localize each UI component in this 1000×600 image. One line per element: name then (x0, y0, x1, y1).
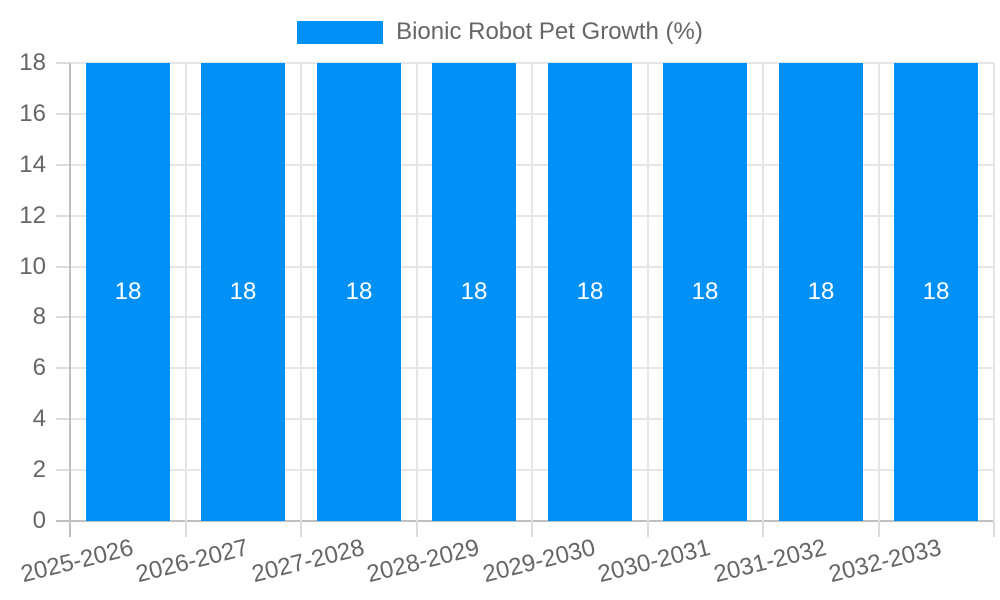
bar[interactable]: 18 (894, 63, 978, 521)
legend-item[interactable]: Bionic Robot Pet Growth (%) (0, 18, 1000, 46)
y-tick-mark (56, 164, 70, 166)
gridline-x (531, 63, 533, 521)
gridline-x (762, 63, 764, 521)
y-tick-label: 16 (19, 100, 46, 127)
gridline-x (647, 63, 649, 521)
y-tick-label: 0 (32, 507, 46, 534)
x-tick-label: 2032-2033 (826, 534, 945, 589)
bar-value-label: 18 (576, 278, 604, 305)
bar[interactable]: 18 (86, 63, 170, 521)
y-axis-line (69, 63, 71, 521)
gridline-x (185, 63, 187, 521)
bar-value-label: 18 (922, 278, 950, 305)
y-tick-mark (56, 367, 70, 369)
legend-label: Bionic Robot Pet Growth (%) (396, 18, 703, 45)
bar-value-label: 18 (229, 278, 257, 305)
bar[interactable]: 18 (432, 63, 516, 521)
bar-value-label: 18 (460, 278, 488, 305)
x-tick-label: 2030-2031 (595, 534, 714, 589)
x-tick-mark (416, 521, 418, 537)
bar-value-label: 18 (114, 278, 142, 305)
y-tick-label: 18 (19, 49, 46, 76)
x-tick-mark (647, 521, 649, 537)
bar-value-label: 18 (691, 278, 719, 305)
bar[interactable]: 18 (201, 63, 285, 521)
y-tick-label: 4 (32, 405, 46, 432)
y-tick-label: 12 (19, 202, 46, 229)
y-tick-mark (56, 266, 70, 268)
x-tick-mark (993, 521, 995, 537)
gridline-x (300, 63, 302, 521)
legend-swatch-icon (297, 20, 384, 44)
bar[interactable]: 18 (548, 63, 632, 521)
bar-value-label: 18 (807, 278, 835, 305)
x-tick-mark (69, 521, 71, 537)
y-tick-label: 6 (32, 354, 46, 381)
y-tick-mark (56, 113, 70, 115)
y-tick-mark (56, 215, 70, 217)
y-tick-label: 14 (19, 151, 46, 178)
x-tick-mark (185, 521, 187, 537)
gridline-x (993, 63, 995, 521)
x-tick-mark (300, 521, 302, 537)
x-tick-label: 2025-2026 (18, 534, 137, 589)
y-tick-label: 2 (32, 456, 46, 483)
bar-value-label: 18 (345, 278, 373, 305)
y-tick-mark (56, 418, 70, 420)
y-tick-label: 10 (19, 253, 46, 280)
x-tick-label: 2027-2028 (249, 534, 368, 589)
x-tick-mark (762, 521, 764, 537)
bar[interactable]: 18 (317, 63, 401, 521)
bar[interactable]: 18 (779, 63, 863, 521)
y-tick-label: 8 (32, 303, 46, 330)
x-tick-mark (531, 521, 533, 537)
gridline-x (416, 63, 418, 521)
x-tick-label: 2028-2029 (364, 534, 483, 589)
y-tick-mark (56, 62, 70, 64)
y-tick-mark (56, 469, 70, 471)
y-tick-mark (56, 520, 70, 522)
x-tick-label: 2031-2032 (711, 534, 830, 589)
bar[interactable]: 18 (663, 63, 747, 521)
x-tick-label: 2029-2030 (480, 534, 599, 589)
x-tick-label: 2026-2027 (133, 534, 252, 589)
y-tick-mark (56, 316, 70, 318)
gridline-x (878, 63, 880, 521)
x-tick-mark (878, 521, 880, 537)
